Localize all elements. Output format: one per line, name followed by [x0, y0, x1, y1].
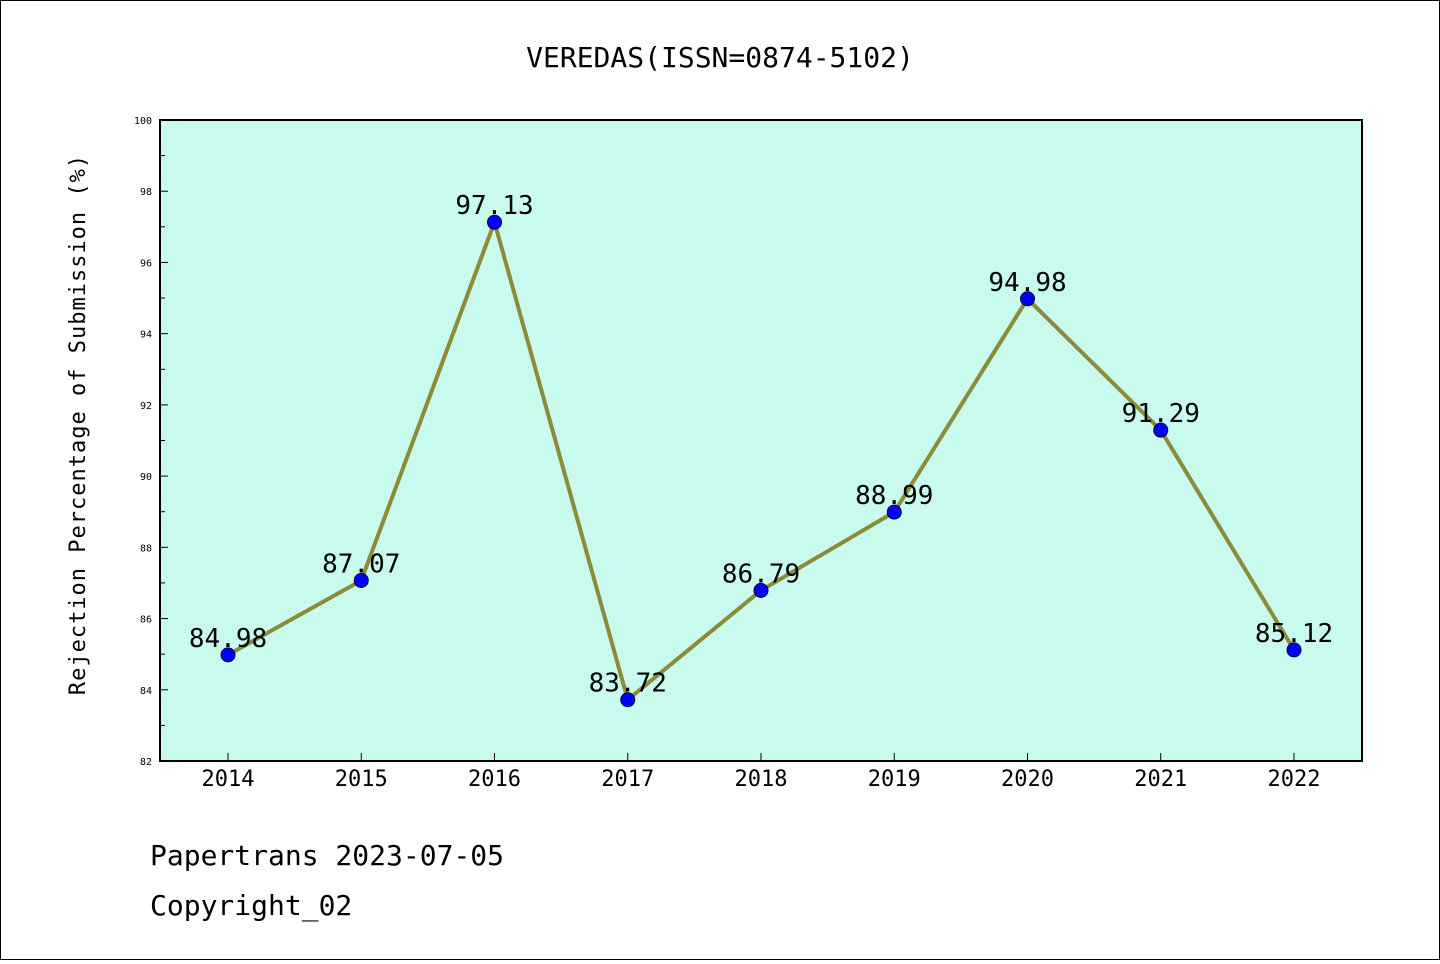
- x-tick-label: 2020: [1001, 767, 1054, 792]
- y-tick-label: 82: [140, 757, 152, 768]
- data-point: [353, 572, 369, 588]
- plot-border: [159, 119, 1363, 762]
- data-label: 94.98: [988, 268, 1066, 298]
- footer-date: Papertrans 2023-07-05: [150, 839, 504, 872]
- x-axis-ticks: 2014 2015 2016 2017 2018 2019 2020 2021 2022: [202, 753, 1321, 792]
- data-point: [886, 504, 902, 520]
- footer-copyright: Copyright_02: [150, 889, 352, 923]
- data-point: [753, 582, 769, 598]
- x-tick-label: 2014: [202, 767, 255, 792]
- data-label: 85.12: [1255, 619, 1333, 649]
- y-tick-label: 86: [140, 615, 152, 626]
- x-tick-label: 2016: [468, 767, 521, 792]
- data-label: 83.72: [589, 669, 667, 699]
- data-labels: 84.98 87.07 97.13 83.72 86.79 88.99 94.98 91.29…: [189, 191, 1333, 699]
- data-point: [1020, 291, 1035, 307]
- y-tick-label: 96: [140, 258, 152, 269]
- data-label: 97.13: [455, 191, 533, 221]
- x-tick-label: 2022: [1268, 767, 1321, 792]
- data-label: 88.99: [855, 481, 933, 511]
- x-tick-label: 2018: [735, 767, 788, 792]
- y-tick-label: 94: [140, 330, 152, 341]
- data-label: 86.79: [722, 559, 800, 589]
- data-point: [1286, 642, 1302, 658]
- data-label: 91.29: [1122, 399, 1200, 429]
- data-point: [220, 647, 236, 663]
- x-tick-label: 2019: [868, 767, 921, 792]
- data-point: [1153, 422, 1169, 438]
- y-tick-label: 100: [134, 116, 152, 127]
- data-label: 87.07: [322, 549, 400, 579]
- plot-area: [160, 120, 1362, 761]
- series-markers: [220, 214, 1302, 708]
- x-tick-label: 2021: [1134, 767, 1187, 792]
- y-tick-label: 92: [140, 401, 152, 412]
- data-label: 84.98: [189, 624, 267, 654]
- chart-title: VEREDAS(ISSN=0874-5102): [526, 41, 914, 74]
- y-axis-label: Rejection Percentage of Submission (%): [66, 154, 91, 695]
- x-tick-label: 2017: [601, 767, 654, 792]
- x-tick-label: 2015: [335, 767, 388, 792]
- y-tick-label: 84: [140, 686, 152, 697]
- data-point: [620, 692, 636, 708]
- y-tick-label: 90: [140, 472, 152, 483]
- y-tick-label: 88: [140, 543, 152, 554]
- y-tick-label: 98: [140, 187, 152, 198]
- data-point: [487, 214, 502, 230]
